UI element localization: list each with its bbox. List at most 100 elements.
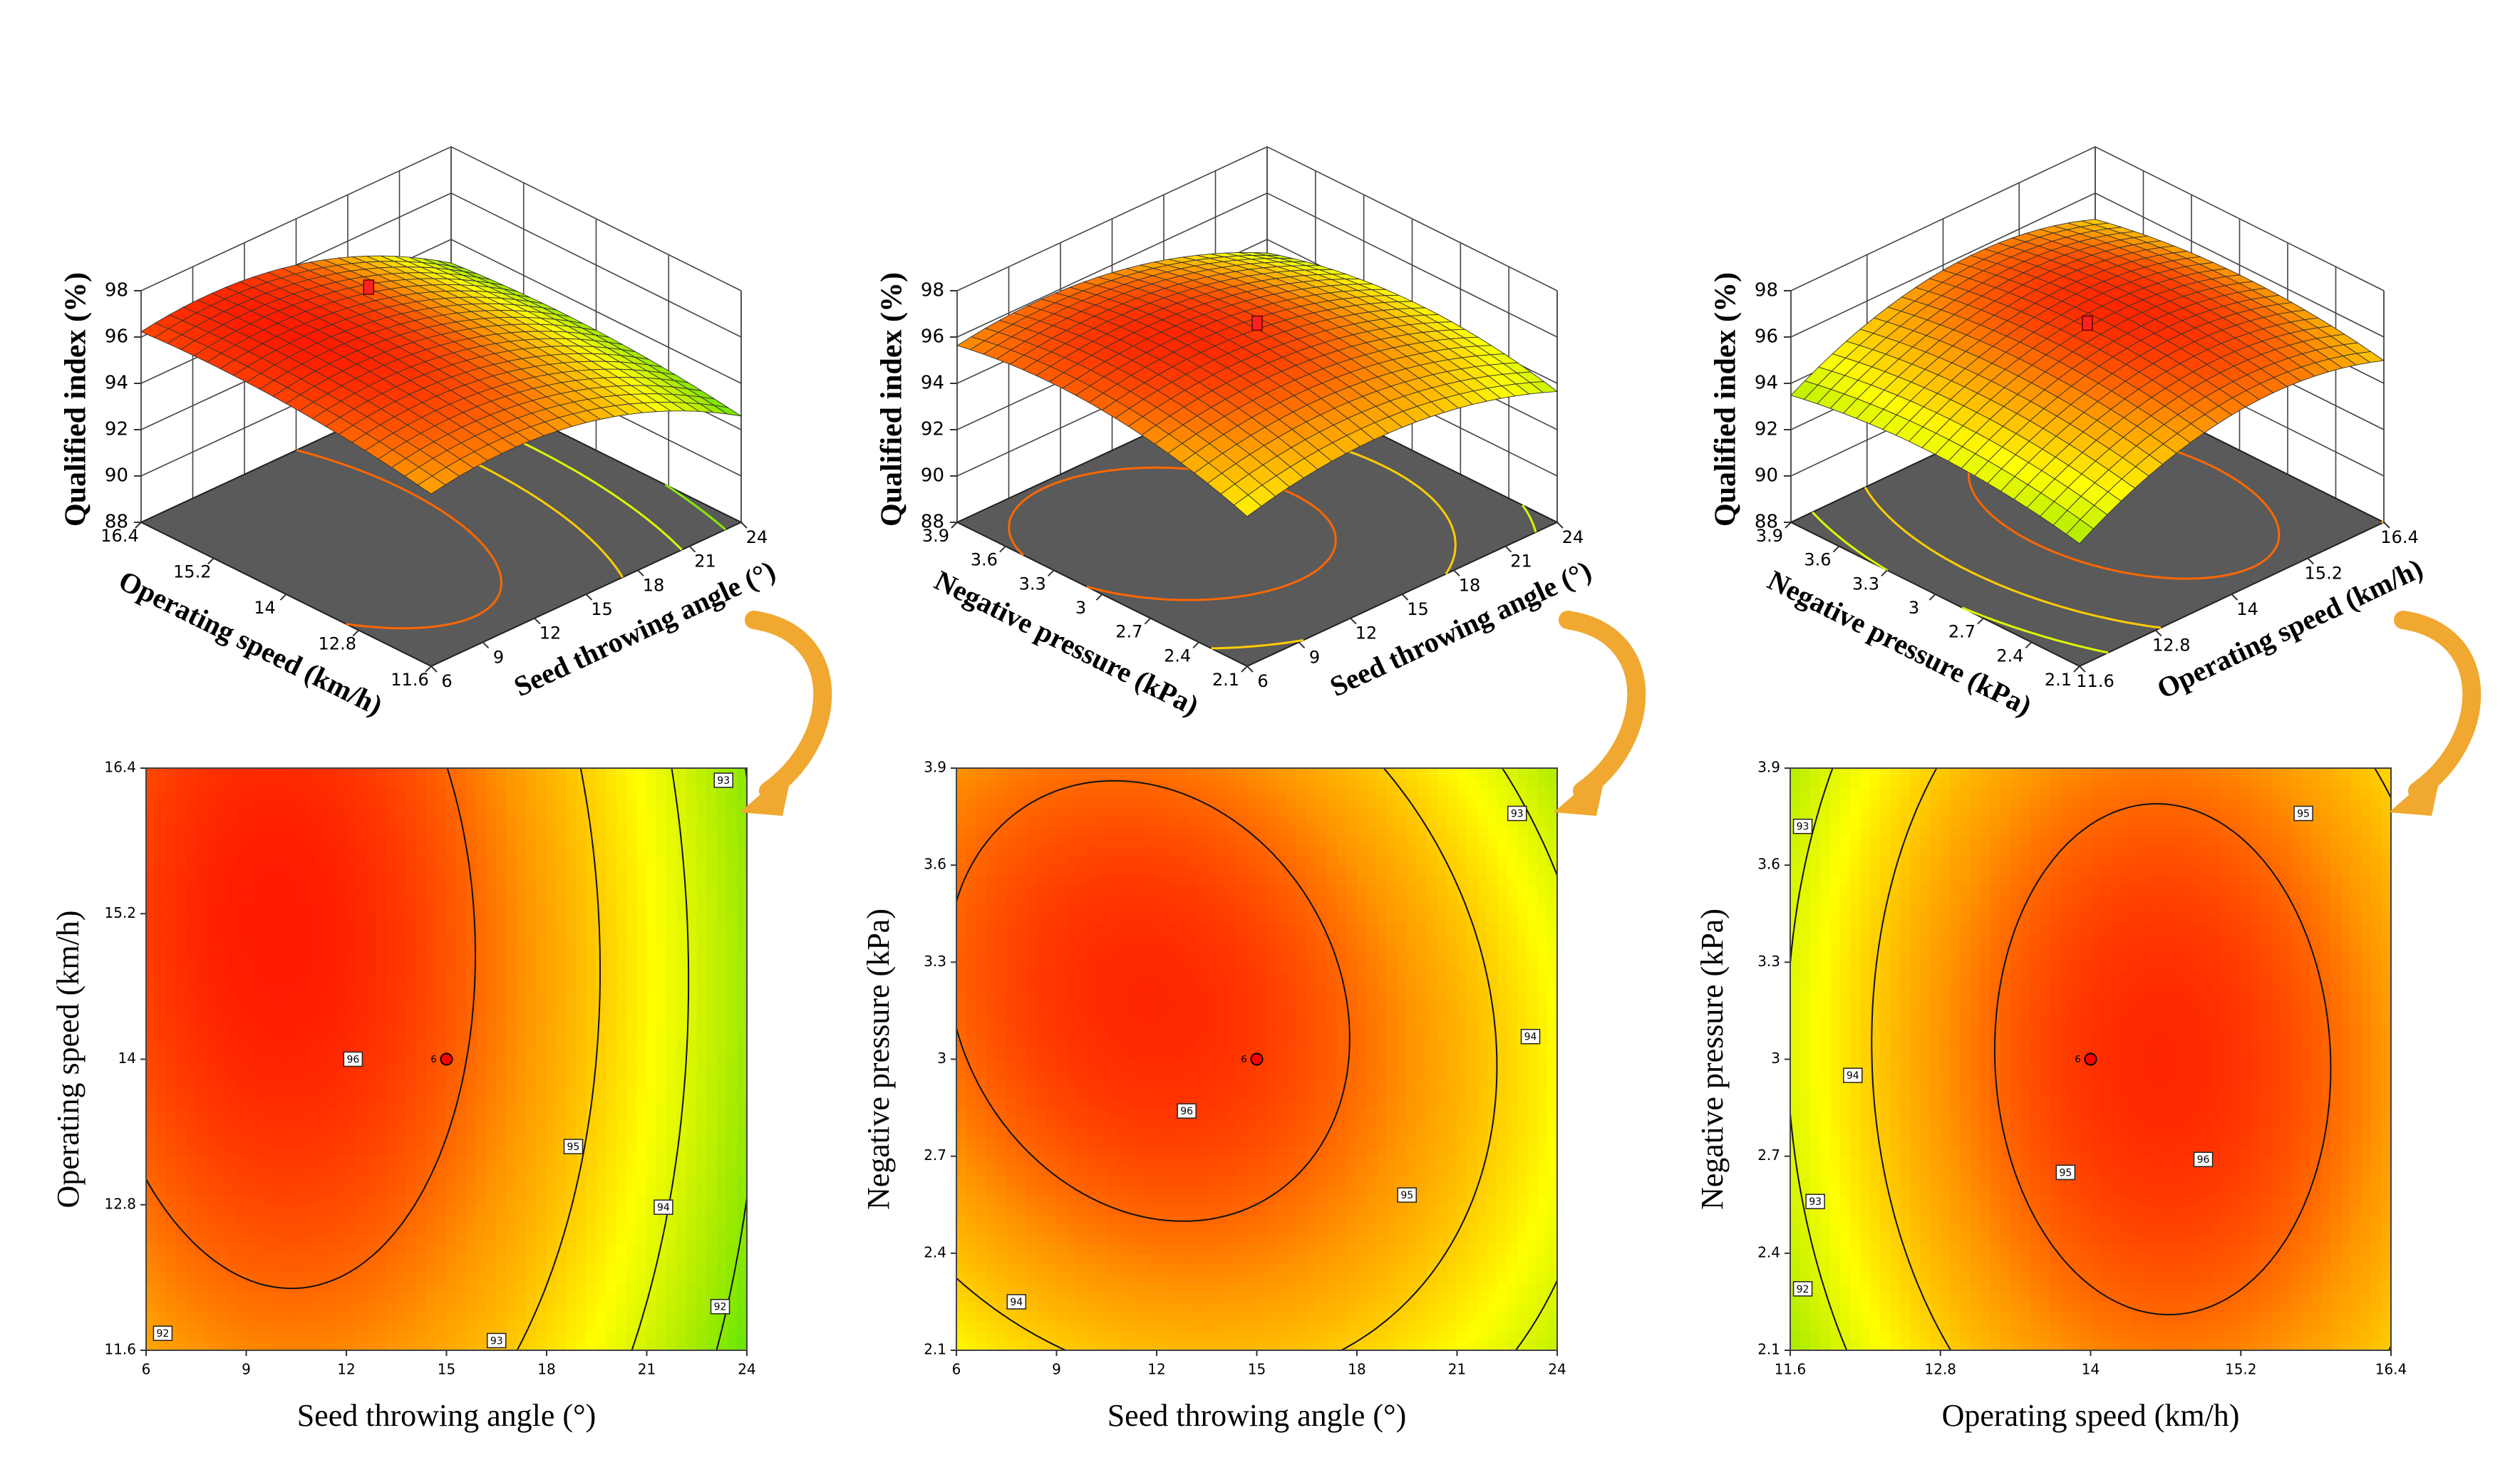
heatmap-cell [426, 884, 438, 895]
heatmap-cell [216, 1311, 227, 1322]
heatmap-cell [256, 1166, 267, 1176]
heatmap-cell [346, 1273, 357, 1283]
heatmap-cell [557, 1166, 567, 1176]
heatmap-cell [616, 913, 628, 924]
heatmap-cell [496, 971, 507, 983]
heatmap-cell [646, 845, 658, 856]
heatmap-cell [196, 855, 207, 866]
heatmap-cell [196, 1292, 207, 1303]
heatmap-cell [486, 807, 497, 817]
heatmap-cell [536, 962, 547, 973]
heatmap-cell [326, 874, 337, 886]
heatmap-cell [176, 855, 187, 866]
heatmap-cell [186, 943, 197, 953]
heatmap-cell [356, 884, 367, 895]
heatmap-cell [606, 1010, 618, 1021]
heatmap-cell [506, 1195, 517, 1206]
heatmap-cell [516, 1175, 527, 1186]
heatmap-cell [356, 1321, 367, 1332]
heatmap-cell [146, 913, 157, 924]
heatmap-cell [616, 1292, 628, 1303]
heatmap-cell [226, 1078, 237, 1089]
heatmap-cell [336, 1156, 347, 1167]
heatmap-cell [486, 1040, 497, 1050]
heatmap-cell [176, 1243, 187, 1254]
heatmap-cell [456, 1030, 468, 1041]
heatmap-cell [216, 1000, 227, 1012]
heatmap-cell [646, 1030, 658, 1041]
heatmap-cell [396, 1097, 408, 1109]
heatmap-cell [376, 1185, 387, 1196]
heatmap-cell [236, 1321, 247, 1332]
heatmap-cell [316, 962, 327, 973]
heatmap-cell [396, 1253, 408, 1264]
heatmap-cell [296, 874, 307, 886]
heatmap-cell [146, 1282, 157, 1293]
heatmap-cell [406, 865, 418, 876]
heatmap-cell [426, 991, 438, 1002]
heatmap-cell [516, 1243, 527, 1254]
heatmap-cell [526, 836, 537, 847]
heatmap-cell [656, 933, 668, 943]
heatmap-cell [266, 826, 277, 837]
heatmap-cell [186, 1214, 197, 1225]
heatmap-cell [616, 933, 628, 943]
heatmap-cell [346, 1127, 357, 1138]
heatmap-cell [326, 1137, 337, 1147]
heatmap-cell [366, 1137, 377, 1147]
heatmap-cell [166, 1078, 177, 1089]
heatmap-cell [196, 1273, 207, 1283]
heatmap-cell [587, 1030, 598, 1041]
heatmap-cell [436, 1292, 448, 1303]
heatmap-cell [236, 1020, 247, 1031]
heatmap-cell [296, 855, 307, 866]
y-tick [1977, 617, 1984, 625]
heatmap-cell [256, 874, 267, 886]
heatmap-cell [226, 787, 237, 798]
heatmap-cell [646, 1049, 658, 1060]
heatmap-cell [346, 1175, 357, 1186]
heatmap-cell [336, 952, 347, 963]
heatmap-cell [266, 865, 277, 876]
heatmap-cell [577, 777, 587, 789]
heatmap-cell [356, 1146, 367, 1157]
heatmap-cell [676, 981, 688, 992]
heatmap-cell [366, 971, 377, 983]
heatmap-cell [366, 817, 377, 827]
heatmap-cell [567, 1059, 577, 1070]
heatmap-cell [436, 1253, 448, 1264]
heatmap-cell [256, 1340, 267, 1351]
heatmap-cell [326, 1175, 337, 1186]
heatmap-cell [436, 943, 448, 953]
x-tick [740, 522, 748, 529]
heatmap-cell [206, 1166, 217, 1176]
heatmap-cell [547, 1156, 557, 1167]
heatmap-cell [547, 1000, 557, 1012]
heatmap-cell [676, 1330, 688, 1342]
heatmap-cell [536, 1127, 547, 1138]
heatmap-cell [336, 777, 347, 789]
heatmap-cell [326, 943, 337, 953]
heatmap-cell [246, 981, 257, 992]
heatmap-cell [486, 1253, 497, 1264]
heatmap-cell [666, 913, 678, 924]
heatmap-cell [626, 836, 638, 847]
heatmap-cell [196, 1282, 207, 1293]
heatmap-cell [446, 933, 458, 943]
heatmap-cell [587, 777, 598, 789]
heatmap-cell [146, 1146, 157, 1157]
heatmap-cell [597, 777, 608, 789]
heatmap-cell [436, 1166, 448, 1176]
heatmap-cell [186, 1020, 197, 1031]
heatmap-cell [536, 777, 547, 789]
heatmap-cell [366, 894, 377, 905]
heatmap-cell [286, 1301, 297, 1313]
heatmap-cell [246, 913, 257, 924]
heatmap-cell [426, 845, 438, 856]
heatmap-cell [266, 1137, 277, 1147]
heatmap-cell [246, 826, 257, 837]
heatmap-cell [636, 787, 648, 798]
heatmap-cell [366, 1223, 377, 1235]
heatmap-cell [456, 884, 468, 895]
heatmap-cell [296, 1020, 307, 1031]
